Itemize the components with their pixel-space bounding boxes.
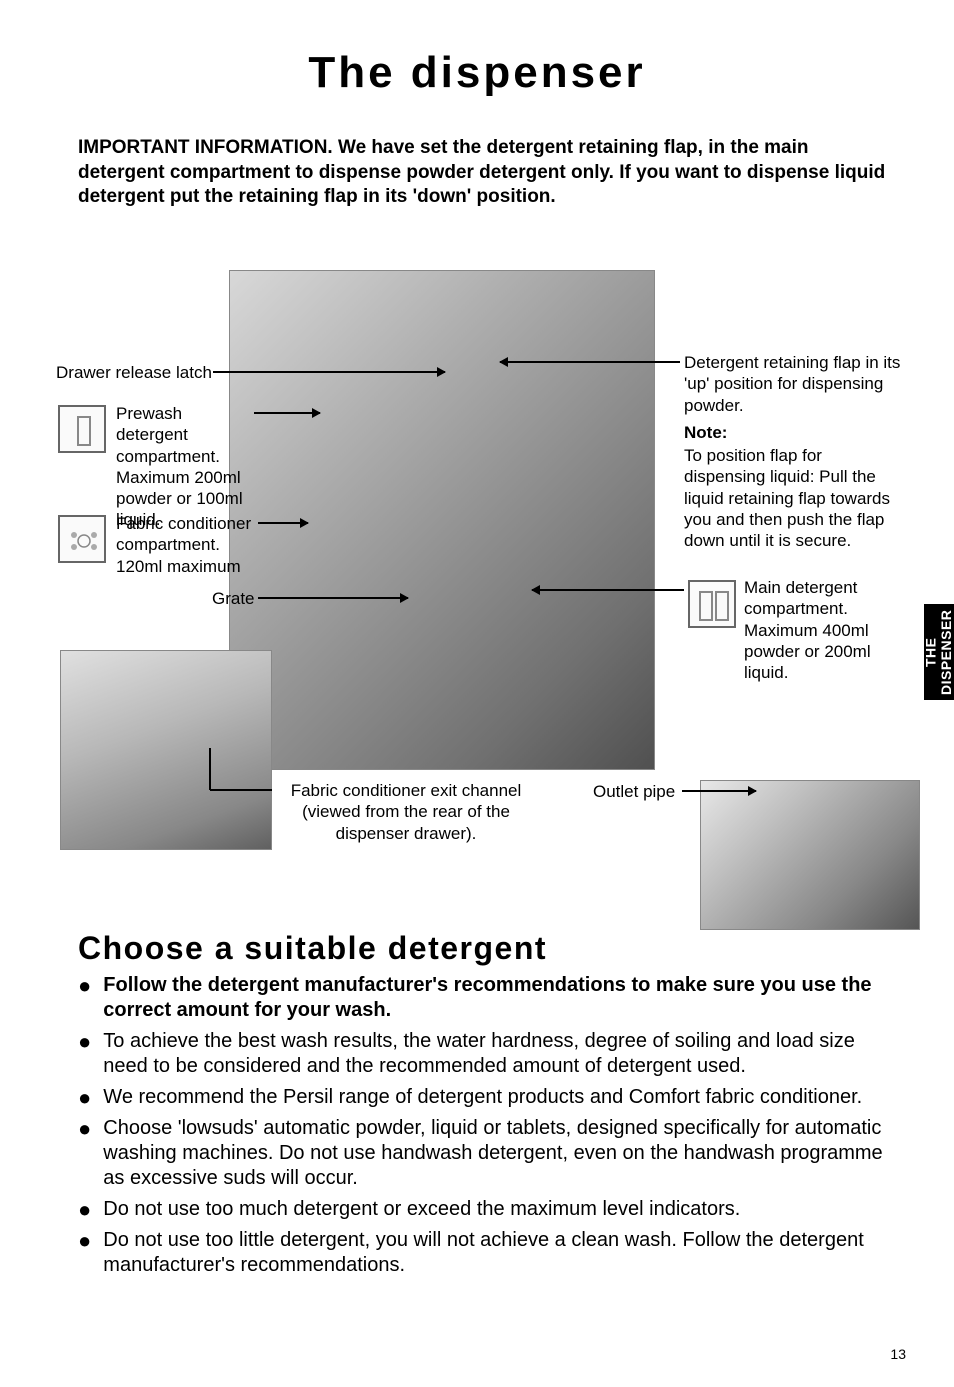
list-item: ● Do not use too much detergent or excee… [78,1197,902,1222]
arrow-line [209,748,211,790]
arrow-line [258,522,308,524]
arrow-line [258,597,408,599]
main-detergent-compartment-icon [688,580,736,628]
list-item: ● Follow the detergent manufacturer's re… [78,973,902,1023]
bullet-icon: ● [78,1031,91,1079]
fabric-conditioner-icon [58,515,106,563]
arrow-line [254,412,320,414]
dispenser-diagram: Drawer release latch Prewash detergent c… [0,270,954,930]
list-item: ● To achieve the best wash results, the … [78,1029,902,1079]
bullet-text: To achieve the best wash results, the wa… [103,1029,902,1079]
label-retaining-flap: Detergent retaining flap in its 'up' pos… [684,352,904,416]
list-item: ● Choose 'lowsuds' automatic powder, liq… [78,1116,902,1191]
bullet-icon: ● [78,975,91,1023]
label-outlet-pipe: Outlet pipe [593,781,675,802]
label-prewash: Prewash detergent compartment. Maximum 2… [116,403,246,531]
label-note-heading: Note: [684,422,727,443]
arrow-line [213,371,445,373]
dispenser-photo-outlet-pipe [700,780,920,930]
label-note-body: To position flap for dispensing liquid: … [684,445,904,551]
arrow-line [532,589,684,591]
arrow-line [500,361,680,363]
prewash-compartment-icon [58,405,106,453]
label-drawer-release: Drawer release latch [56,362,212,383]
bullet-text: Do not use too much detergent or exceed … [103,1197,902,1222]
page-title: The dispenser [0,48,954,98]
label-fabric-exit: Fabric conditioner exit channel (viewed … [276,780,536,844]
bullet-text: Follow the detergent manufacturer's reco… [103,973,902,1023]
label-main-detergent: Main detergent compartment. Maximum 400m… [744,577,904,683]
bullet-icon: ● [78,1199,91,1222]
detergent-bullet-list: ● Follow the detergent manufacturer's re… [78,973,902,1278]
arrow-line [210,789,272,791]
page-number: 13 [890,1346,906,1362]
bullet-icon: ● [78,1087,91,1110]
label-grate: Grate [212,588,255,609]
bullet-text: Choose 'lowsuds' automatic powder, liqui… [103,1116,902,1191]
bullet-text: We recommend the Persil range of deterge… [103,1085,902,1110]
section-title-choose-detergent: Choose a suitable detergent [78,930,954,967]
bullet-icon: ● [78,1118,91,1191]
bullet-text: Do not use too little detergent, you wil… [103,1228,902,1278]
label-fabric-conditioner: Fabric conditioner compartment. 120ml ma… [116,513,256,577]
dispenser-photo-drawer-rear [60,650,272,850]
dispenser-photo-main [229,270,655,770]
arrow-line [682,790,756,792]
list-item: ● Do not use too little detergent, you w… [78,1228,902,1278]
important-information: IMPORTANT INFORMATION. We have set the d… [78,136,894,210]
bullet-icon: ● [78,1230,91,1278]
side-tab-the-dispenser: THE DISPENSER [924,604,954,700]
list-item: ● We recommend the Persil range of deter… [78,1085,902,1110]
